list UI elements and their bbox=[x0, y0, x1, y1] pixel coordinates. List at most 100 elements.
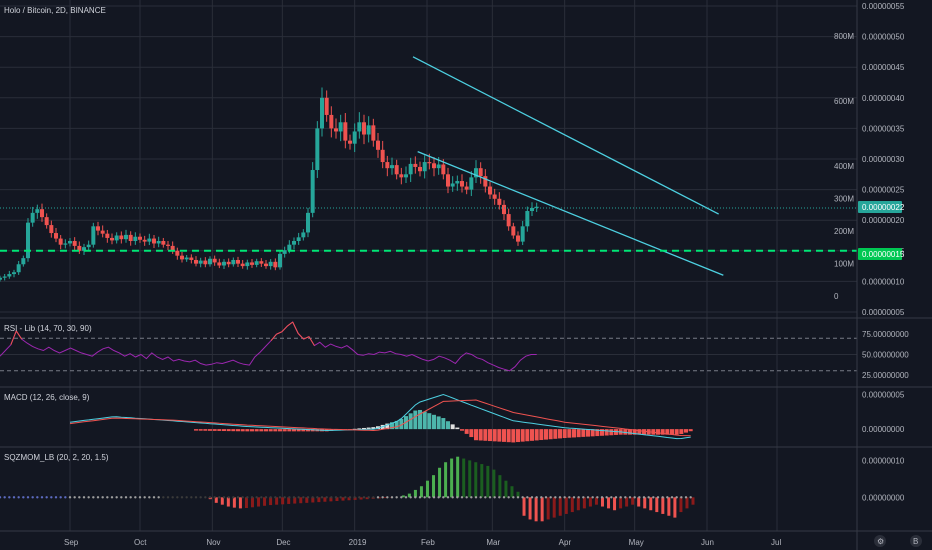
squeeze-dot bbox=[600, 496, 604, 499]
squeeze-momentum-pane[interactable] bbox=[0, 456, 695, 522]
sqz-momentum-bar bbox=[588, 497, 592, 507]
rsi-overbought-segment bbox=[281, 325, 288, 333]
sqz-axis: 0.00000010 0.00000000 bbox=[862, 456, 905, 502]
candle-body bbox=[203, 260, 208, 265]
macd-histogram-bar bbox=[236, 429, 240, 432]
sqz-momentum-bar bbox=[444, 462, 448, 498]
macd-histogram-bar bbox=[194, 429, 198, 431]
macd-histogram-bar bbox=[250, 429, 254, 432]
trendlines[interactable] bbox=[412, 56, 724, 276]
candle-body bbox=[399, 174, 404, 178]
sqz-momentum-bar bbox=[582, 497, 586, 509]
price-pane[interactable]: 800M 600M 400M 300M 200M 100M 0 bbox=[0, 32, 857, 301]
squeeze-dot bbox=[633, 496, 636, 499]
trendline[interactable] bbox=[417, 151, 724, 276]
sqz-momentum-bar bbox=[498, 475, 502, 498]
time-axis-label: Dec bbox=[276, 538, 290, 547]
squeeze-dot bbox=[465, 496, 468, 499]
macd-histogram-bar bbox=[264, 429, 268, 432]
macd-histogram-bar bbox=[506, 429, 511, 443]
time-axis-label: Jul bbox=[771, 538, 781, 547]
candle-body bbox=[343, 122, 348, 141]
squeeze-dot bbox=[92, 496, 95, 499]
candle-body bbox=[119, 235, 124, 240]
candle-body bbox=[49, 225, 54, 234]
squeeze-dot bbox=[544, 496, 548, 499]
candle-body bbox=[432, 163, 436, 169]
macd-axis: 0.00000005 0.00000000 bbox=[862, 390, 905, 434]
scale-buttons[interactable]: ⚙ B bbox=[874, 535, 922, 547]
candle-body bbox=[217, 262, 222, 266]
squeeze-dot bbox=[124, 496, 128, 499]
candle-body bbox=[511, 226, 516, 236]
macd-histogram-bar bbox=[371, 427, 376, 430]
auto-scale-button[interactable] bbox=[874, 535, 886, 547]
candle-body bbox=[189, 257, 194, 260]
macd-axis-label: 0.00000005 bbox=[862, 390, 905, 399]
candle-body bbox=[390, 165, 394, 169]
squeeze-dot bbox=[138, 496, 142, 499]
candle-body bbox=[385, 162, 390, 169]
macd-histogram-bar bbox=[385, 423, 390, 430]
squeeze-dot bbox=[325, 496, 328, 499]
macd-histogram-bar bbox=[408, 413, 413, 430]
macd-histogram-bar bbox=[553, 429, 558, 439]
sqz-momentum-bar bbox=[347, 497, 351, 501]
sqz-momentum-bar bbox=[516, 491, 520, 498]
macd-histogram-bar bbox=[292, 429, 296, 432]
squeeze-dot bbox=[409, 496, 412, 499]
squeeze-dot bbox=[530, 496, 534, 499]
squeeze-dot bbox=[17, 496, 20, 499]
sqz-momentum-bar bbox=[353, 497, 357, 500]
sqz-momentum-bar bbox=[432, 475, 436, 498]
log-scale-button[interactable] bbox=[910, 535, 922, 547]
macd-histogram-bar bbox=[688, 429, 693, 432]
macd-histogram-bar bbox=[282, 429, 287, 432]
squeeze-dot bbox=[572, 496, 576, 499]
squeeze-dot bbox=[689, 496, 692, 499]
macd-histogram-bar bbox=[366, 427, 371, 430]
squeeze-dot bbox=[148, 496, 151, 499]
squeeze-dot bbox=[605, 496, 608, 499]
candle-body bbox=[427, 162, 432, 164]
sqz-momentum-bar bbox=[468, 460, 472, 498]
rsi-pane[interactable] bbox=[0, 321, 857, 372]
sqz-title: SQZMOM_LB (20, 2, 20, 1.5) bbox=[4, 453, 109, 462]
macd-histogram-bar bbox=[422, 411, 427, 430]
volume-axis-label: 0 bbox=[834, 292, 839, 301]
squeeze-dot bbox=[428, 496, 431, 499]
squeeze-dot bbox=[54, 496, 58, 499]
trendline[interactable] bbox=[412, 56, 719, 215]
candle-body bbox=[357, 122, 362, 132]
sqz-momentum-bar bbox=[685, 497, 689, 509]
sqz-momentum-bar bbox=[238, 497, 242, 509]
macd-histogram-bar bbox=[483, 429, 488, 441]
sqz-momentum-bar bbox=[637, 497, 641, 507]
candle-body bbox=[16, 264, 21, 273]
squeeze-dot bbox=[306, 496, 310, 499]
sqz-momentum-bar bbox=[462, 458, 466, 498]
candle-body bbox=[231, 259, 236, 265]
squeeze-dot bbox=[320, 496, 324, 499]
candle-body bbox=[525, 211, 530, 227]
candle-body bbox=[2, 276, 7, 278]
squeeze-dot bbox=[260, 496, 263, 499]
squeeze-dot bbox=[404, 496, 408, 499]
squeeze-dot bbox=[652, 496, 655, 499]
macd-histogram-bar bbox=[665, 429, 670, 435]
sqz-momentum-bar bbox=[546, 497, 550, 520]
candle-body bbox=[161, 241, 166, 245]
rsi-title: RSI - Lib (14, 70, 30, 90) bbox=[4, 324, 92, 333]
squeeze-dot bbox=[591, 496, 594, 499]
squeeze-dot bbox=[596, 496, 599, 499]
squeeze-dot bbox=[232, 496, 235, 499]
squeeze-dot bbox=[246, 496, 249, 499]
candle-body bbox=[273, 261, 278, 268]
time-axis-label: 2019 bbox=[349, 538, 367, 547]
candle-body bbox=[455, 181, 460, 184]
macd-pane[interactable] bbox=[69, 393, 693, 443]
squeeze-dot bbox=[190, 496, 193, 499]
squeeze-dot bbox=[78, 496, 81, 499]
time-axis[interactable]: Sep Oct Nov Dec 2019 Feb Mar Apr May Jun Jul bbox=[64, 538, 781, 547]
